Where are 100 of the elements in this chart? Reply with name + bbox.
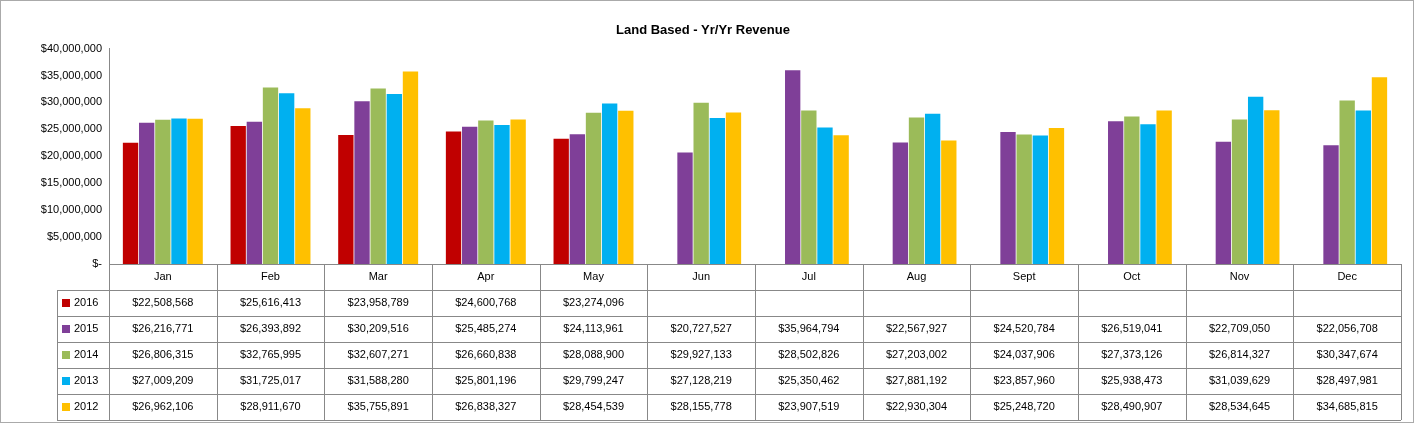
data-label: $28,534,645 xyxy=(1208,400,1271,413)
bar xyxy=(478,120,494,264)
data-label: $23,907,519 xyxy=(778,400,840,413)
bar xyxy=(1247,96,1264,264)
data-label: $26,838,327 xyxy=(455,400,517,413)
bar xyxy=(1355,110,1371,264)
x-tick-label: Jul xyxy=(801,270,816,283)
x-tick-label: Aug xyxy=(906,270,927,283)
data-label: $22,508,568 xyxy=(132,296,194,309)
bar xyxy=(510,119,526,264)
data-label: $28,155,778 xyxy=(670,400,732,413)
bar xyxy=(1016,134,1032,264)
bar xyxy=(553,138,569,264)
data-label: $24,037,906 xyxy=(993,348,1055,361)
data-label: $27,128,219 xyxy=(670,374,732,387)
y-tick-label: $10,000,000 xyxy=(40,203,102,216)
data-label: $35,964,794 xyxy=(778,322,840,335)
bar xyxy=(569,134,586,264)
data-label: $29,799,247 xyxy=(562,374,625,387)
data-label: $30,347,674 xyxy=(1316,348,1378,361)
data-label: $26,806,315 xyxy=(132,348,194,361)
bar xyxy=(370,88,386,264)
bar xyxy=(122,142,139,264)
data-label: $35,755,891 xyxy=(347,400,409,413)
x-tick-label: Feb xyxy=(261,270,280,283)
bar xyxy=(709,117,725,264)
data-label: $23,274,096 xyxy=(562,296,625,309)
legend-label: 2013 xyxy=(74,374,99,387)
data-label: $32,765,995 xyxy=(239,348,302,361)
data-label: $28,502,826 xyxy=(778,348,840,361)
data-label: $29,927,133 xyxy=(670,348,732,361)
x-tick-label: Mar xyxy=(368,270,388,283)
bar xyxy=(924,113,941,264)
bar xyxy=(187,118,203,264)
bar xyxy=(171,118,187,264)
y-tick-label: $25,000,000 xyxy=(40,122,102,135)
bar xyxy=(262,87,279,264)
data-label: $24,113,961 xyxy=(563,322,624,335)
bar xyxy=(246,121,263,264)
bar xyxy=(908,117,925,264)
x-tick-label: Apr xyxy=(477,270,495,283)
bar xyxy=(230,126,246,264)
data-label: $25,801,196 xyxy=(455,374,517,387)
legend-label: 2016 xyxy=(74,296,99,309)
data-label: $27,009,209 xyxy=(132,374,194,387)
bar xyxy=(1032,135,1048,264)
data-label: $28,454,539 xyxy=(562,400,625,413)
x-tick-label: Oct xyxy=(1123,270,1141,283)
data-label: $20,727,527 xyxy=(670,322,732,335)
bar xyxy=(1264,110,1280,264)
bar xyxy=(785,70,801,264)
data-label: $31,039,629 xyxy=(1208,374,1271,387)
data-label: $22,709,050 xyxy=(1208,322,1271,335)
data-label: $22,056,708 xyxy=(1316,322,1378,335)
bar xyxy=(1140,124,1156,264)
data-label: $26,216,771 xyxy=(132,322,194,335)
y-tick-label: $30,000,000 xyxy=(40,95,102,108)
x-tick-label: Nov xyxy=(1229,270,1250,283)
bar xyxy=(338,134,354,264)
y-tick-label: $20,000,000 xyxy=(40,149,102,162)
bar xyxy=(1339,100,1355,264)
y-tick-label: $5,000,000 xyxy=(46,230,102,243)
data-label: $23,857,960 xyxy=(993,374,1055,387)
bar xyxy=(1323,145,1339,264)
data-label: $31,725,017 xyxy=(239,374,302,387)
x-tick-label: Sept xyxy=(1012,270,1036,283)
data-label: $26,814,327 xyxy=(1208,348,1271,361)
data-label: $26,393,892 xyxy=(239,322,302,335)
bar xyxy=(1000,131,1016,264)
bar xyxy=(1108,121,1124,264)
data-label: $26,660,838 xyxy=(455,348,517,361)
bar xyxy=(1371,77,1388,264)
data-label: $32,607,271 xyxy=(347,348,409,361)
y-tick-label: $- xyxy=(92,257,103,270)
bar xyxy=(139,122,155,264)
bar xyxy=(155,119,171,264)
bar xyxy=(601,103,618,264)
data-label: $24,600,768 xyxy=(455,296,517,309)
bar xyxy=(494,125,510,264)
bar xyxy=(817,127,833,264)
bar xyxy=(892,142,909,264)
data-label: $26,962,106 xyxy=(132,400,194,413)
x-tick-label: Jun xyxy=(692,270,711,283)
bar xyxy=(618,110,634,264)
bar xyxy=(1124,116,1140,264)
x-tick-label: Jan xyxy=(153,270,172,283)
bar xyxy=(833,135,849,264)
data-label: $22,567,927 xyxy=(885,322,948,335)
bar xyxy=(677,152,693,264)
x-tick-label: Dec xyxy=(1337,270,1358,283)
data-label: $22,930,304 xyxy=(885,400,948,413)
legend-label: 2012 xyxy=(74,400,99,413)
bar xyxy=(354,101,370,264)
data-label: $25,616,413 xyxy=(239,296,302,309)
data-label: $34,685,815 xyxy=(1316,400,1378,413)
legend-label: 2014 xyxy=(74,348,99,361)
bar xyxy=(941,140,957,264)
data-label: $28,497,981 xyxy=(1316,374,1378,387)
data-label: $25,938,473 xyxy=(1101,374,1163,387)
chart-title: Land Based - Yr/Yr Revenue xyxy=(616,22,790,38)
